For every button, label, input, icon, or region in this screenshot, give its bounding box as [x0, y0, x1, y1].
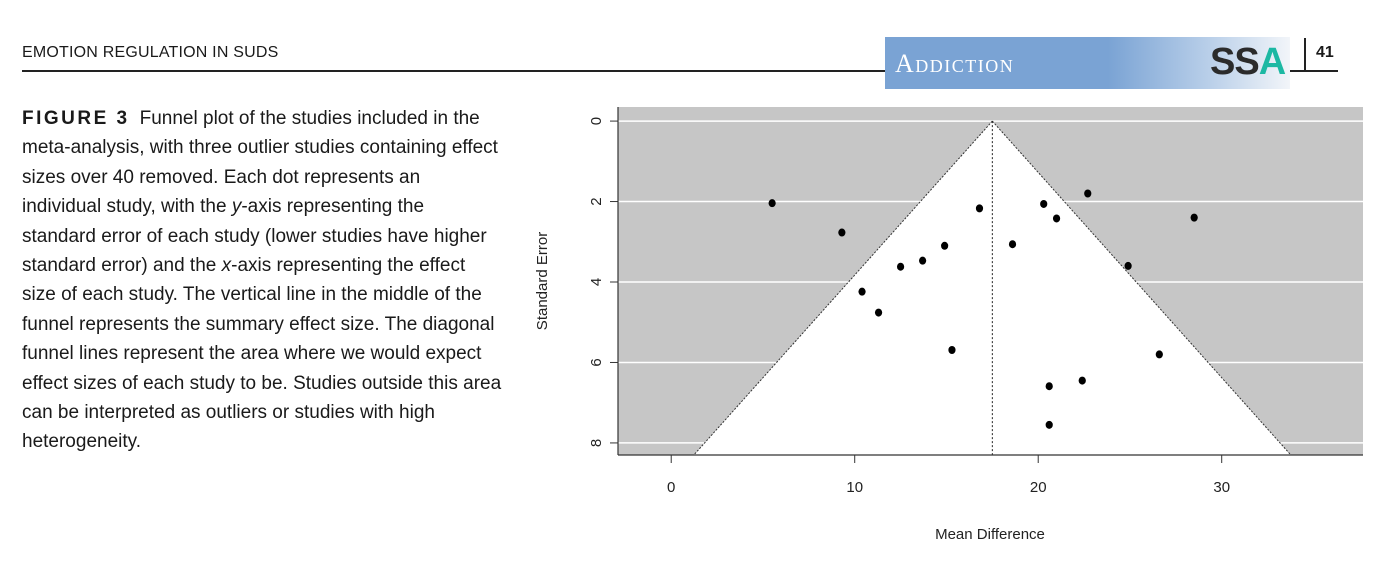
study-point [948, 345, 956, 354]
y-tick-label: 0 [588, 117, 605, 125]
study-point [1155, 350, 1163, 359]
study-point [1078, 376, 1086, 385]
journal-name: Addiction [895, 49, 1015, 78]
study-point [896, 262, 905, 271]
caption-italic-y: y [231, 196, 242, 218]
x-tick-label: 20 [1030, 479, 1047, 496]
study-point [1084, 189, 1092, 198]
y-axis-label: Standard Error [534, 232, 551, 330]
logo-ss: SS [1210, 41, 1260, 83]
y-tick-label: 6 [588, 358, 605, 366]
running-head: EMOTION REGULATION IN SUDS [22, 44, 279, 61]
study-point [975, 204, 984, 213]
study-point [838, 228, 846, 237]
study-point [1008, 240, 1017, 249]
study-point [941, 241, 949, 250]
publisher-logo: SSA [1210, 41, 1286, 84]
caption-text-3: -axis representing the effect size of ea… [22, 255, 502, 453]
y-tick-label: 2 [588, 197, 605, 205]
study-point [1124, 261, 1132, 270]
journal-banner: Addiction SSA [885, 37, 1290, 89]
study-point [1045, 420, 1053, 429]
header-divider [1304, 38, 1306, 72]
study-point [919, 256, 927, 265]
study-point [1052, 214, 1061, 223]
x-tick-label: 0 [667, 479, 675, 496]
header-rule [22, 70, 886, 72]
study-point [1190, 213, 1198, 222]
figure-label: FIGURE 3 [22, 108, 130, 129]
x-axis-label: Mean Difference [935, 526, 1045, 543]
page-number: 41 [1316, 44, 1334, 61]
study-point [1040, 199, 1048, 208]
caption-text-2: -axis representing the standard error of… [22, 196, 487, 277]
x-tick-label: 30 [1213, 479, 1230, 496]
header-rule-right [1290, 70, 1338, 72]
y-tick-label: 4 [588, 278, 605, 286]
y-tick-label: 8 [588, 439, 605, 447]
caption-italic-x: x [221, 255, 232, 277]
funnel-line-right [991, 120, 1292, 456]
study-point [858, 287, 866, 296]
study-point [874, 308, 883, 317]
caption-text-1: Funnel plot of the studies included in t… [22, 108, 498, 218]
funnel-line-left [693, 120, 993, 456]
logo-a: A [1258, 41, 1286, 83]
study-point [1045, 382, 1053, 391]
figure-caption: FIGURE 3 Funnel plot of the studies inclu… [22, 104, 502, 457]
funnel-region [693, 121, 1291, 455]
study-point [768, 199, 776, 208]
x-tick-label: 10 [846, 479, 863, 496]
